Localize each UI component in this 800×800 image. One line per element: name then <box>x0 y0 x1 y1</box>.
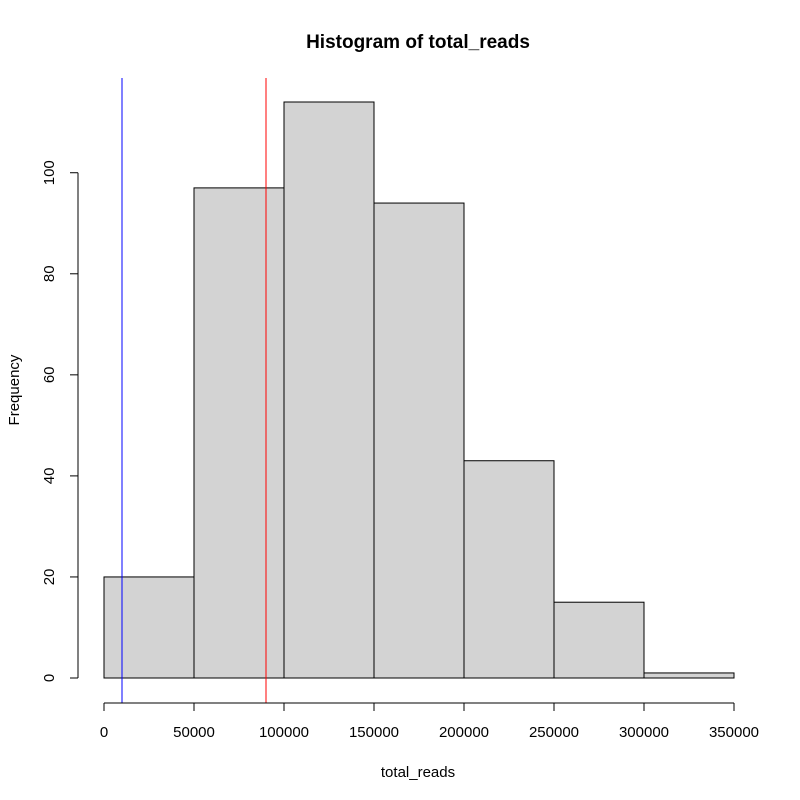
x-tick-label-4: 200000 <box>439 724 489 741</box>
y-axis-label: Frequency <box>6 354 23 425</box>
x-tick-label-3: 150000 <box>349 724 399 741</box>
x-tick-label-0: 0 <box>100 724 108 741</box>
x-tick-label-6: 300000 <box>619 724 669 741</box>
x-axis: 0 50000 100000 150000 200000 250000 300000 3500… <box>100 702 759 741</box>
x-tick-label-2: 100000 <box>259 724 309 741</box>
bars-group <box>103 101 735 679</box>
x-tick-label-1: 50000 <box>173 724 215 741</box>
reference-lines-group <box>121 78 267 703</box>
chart-title: Histogram of total_reads <box>306 32 530 53</box>
histogram-bar-0 <box>103 576 195 679</box>
y-tick-label-0: 0 <box>41 674 58 682</box>
y-tick-label-1: 20 <box>41 569 58 586</box>
y-tick-label-2: 40 <box>41 468 58 485</box>
histogram-bar-6 <box>643 672 735 679</box>
y-tick-label-3: 60 <box>41 366 58 383</box>
y-axis: 0 20 40 60 80 100 <box>41 160 79 682</box>
histogram-bar-3 <box>373 202 465 679</box>
histogram-bar-1 <box>193 187 285 679</box>
y-tick-label-4: 80 <box>41 265 58 282</box>
x-axis-label: total_reads <box>381 764 455 781</box>
histogram-bar-5 <box>553 601 645 679</box>
x-tick-label-5: 250000 <box>529 724 579 741</box>
y-tick-label-5: 100 <box>41 160 58 185</box>
histogram-bar-2 <box>283 101 375 679</box>
x-tick-label-7: 350000 <box>709 724 759 741</box>
histogram-bar-4 <box>463 460 555 679</box>
